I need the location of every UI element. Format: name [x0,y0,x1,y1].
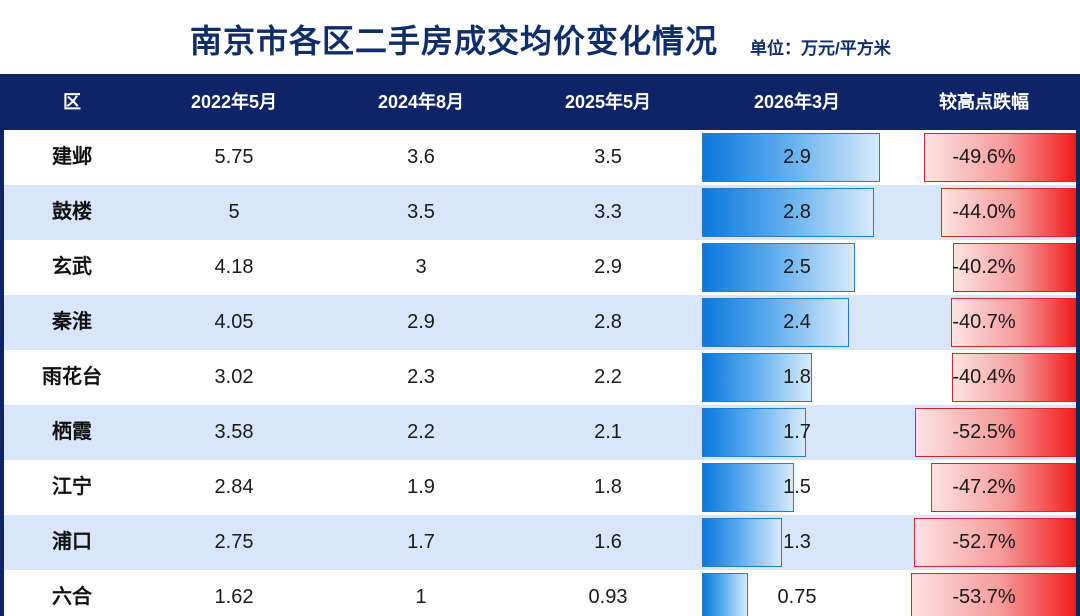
district-name: 栖霞 [52,421,92,443]
unit-label: 单位：万元/平方米 [750,39,891,58]
bar-2026-mar [702,298,849,347]
bar-drop-label: -52.5% [952,421,1016,443]
value-2022-may: 3.58 [214,421,254,443]
value-2022-may: 2.75 [214,531,254,553]
value-2025-may: 0.93 [588,586,628,608]
header-drop: 较高点跌幅 [939,92,1029,112]
bar-drop-label: -44.0% [952,201,1016,223]
bar-drop-label: -40.2% [952,256,1016,278]
value-2022-may: 3.02 [214,366,254,388]
bar-2026-mar-label: 1.5 [783,476,811,498]
bar-2026-mar [702,573,748,616]
district-name: 鼓楼 [52,201,92,223]
header-2024-aug: 2024年8月 [377,92,465,112]
bar-2026-mar-label: 1.7 [783,421,811,443]
district-name: 雨花台 [42,366,102,388]
value-2024-aug: 3.6 [407,146,435,168]
bar-drop-label: -53.7% [952,586,1016,608]
value-2024-aug: 1.7 [407,531,435,553]
bar-drop-label: -49.6% [952,146,1016,168]
table-body: 建邺 5.75 3.6 3.5 2.9 -49.6% 鼓楼 5 3.5 3.3 2.8 -44.0% 玄… [4,130,1076,616]
value-2022-may: 4.05 [214,311,254,333]
bar-drop [941,188,1076,237]
district-name: 六合 [52,586,92,608]
bar-2026-mar-label: 2.9 [783,146,811,168]
title-bar: 南京市各区二手房成交均价变化情况 单位：万元/平方米 [0,0,1080,74]
value-2025-may: 1.8 [594,476,622,498]
value-2024-aug: 2.3 [407,366,435,388]
table-row: 江宁 2.84 1.9 1.8 1.5 -47.2% [4,460,1076,515]
value-2024-aug: 2.2 [407,421,435,443]
left-border [0,74,4,616]
district-name: 浦口 [52,531,92,553]
bar-2026-mar [702,518,782,567]
bar-2026-mar [702,353,812,402]
value-2022-may: 1.62 [214,586,254,608]
value-2025-may: 2.9 [594,256,622,278]
table-row: 鼓楼 5 3.5 3.3 2.8 -44.0% [4,185,1076,240]
bar-drop [952,353,1076,402]
bar-drop [953,243,1076,292]
district-name: 玄武 [52,256,92,278]
bar-drop [951,298,1076,347]
bar-2026-mar-label: 0.75 [777,586,817,608]
value-2022-may: 4.18 [214,256,254,278]
bar-drop [931,463,1076,512]
value-2024-aug: 2.9 [407,311,435,333]
bar-2026-mar-label: 1.8 [783,366,811,388]
bar-2026-mar [702,408,806,457]
bar-2026-mar-label: 2.5 [783,256,811,278]
district-name: 江宁 [52,476,92,498]
header-2022-may: 2022年5月 [190,92,278,112]
table-row: 六合 1.62 1 0.93 0.75 -53.7% [4,570,1076,616]
right-border [1076,74,1080,616]
value-2025-may: 2.8 [594,311,622,333]
bar-drop-label: -52.7% [952,531,1016,553]
bar-drop [914,518,1076,567]
district-name: 建邺 [52,146,92,168]
chart-title: 南京市各区二手房成交均价变化情况 [190,23,719,59]
value-2025-may: 2.2 [594,366,622,388]
bar-drop [924,133,1076,182]
bar-2026-mar-label: 1.3 [783,531,811,553]
header-2026-mar: 2026年3月 [753,92,841,112]
table-row: 秦淮 4.05 2.9 2.8 2.4 -40.7% [4,295,1076,350]
table-header: 区 2022年5月 2024年8月 2025年5月 2026年3月 较高点跌幅 [4,74,1076,130]
value-2024-aug: 3 [415,256,427,278]
value-2024-aug: 1 [415,586,427,608]
header-district: 区 [63,92,81,112]
value-2022-may: 2.84 [214,476,254,498]
table-row: 建邺 5.75 3.6 3.5 2.9 -49.6% [4,130,1076,185]
bar-2026-mar [702,243,855,292]
district-name: 秦淮 [52,311,92,333]
bar-2026-mar [702,188,874,237]
table-row: 雨花台 3.02 2.3 2.2 1.8 -40.4% [4,350,1076,405]
bar-2026-mar [702,463,794,512]
header-2025-may: 2025年5月 [564,92,652,112]
value-2022-may: 5.75 [214,146,254,168]
bar-drop-label: -40.7% [952,311,1016,333]
bar-2026-mar-label: 2.8 [783,201,811,223]
bar-2026-mar [702,133,880,182]
bar-drop [911,573,1076,616]
table-row: 玄武 4.18 3 2.9 2.5 -40.2% [4,240,1076,295]
bar-drop [915,408,1076,457]
value-2025-may: 1.6 [594,531,622,553]
bar-drop-label: -47.2% [952,476,1016,498]
value-2025-may: 3.3 [594,201,622,223]
value-2024-aug: 1.9 [407,476,435,498]
table-row: 栖霞 3.58 2.2 2.1 1.7 -52.5% [4,405,1076,460]
bar-drop-label: -40.4% [952,366,1016,388]
value-2025-may: 3.5 [594,146,622,168]
value-2024-aug: 3.5 [407,201,435,223]
bar-2026-mar-label: 2.4 [783,311,811,333]
table-row: 浦口 2.75 1.7 1.6 1.3 -52.7% [4,515,1076,570]
value-2022-may: 5 [228,201,240,223]
value-2025-may: 2.1 [594,421,622,443]
